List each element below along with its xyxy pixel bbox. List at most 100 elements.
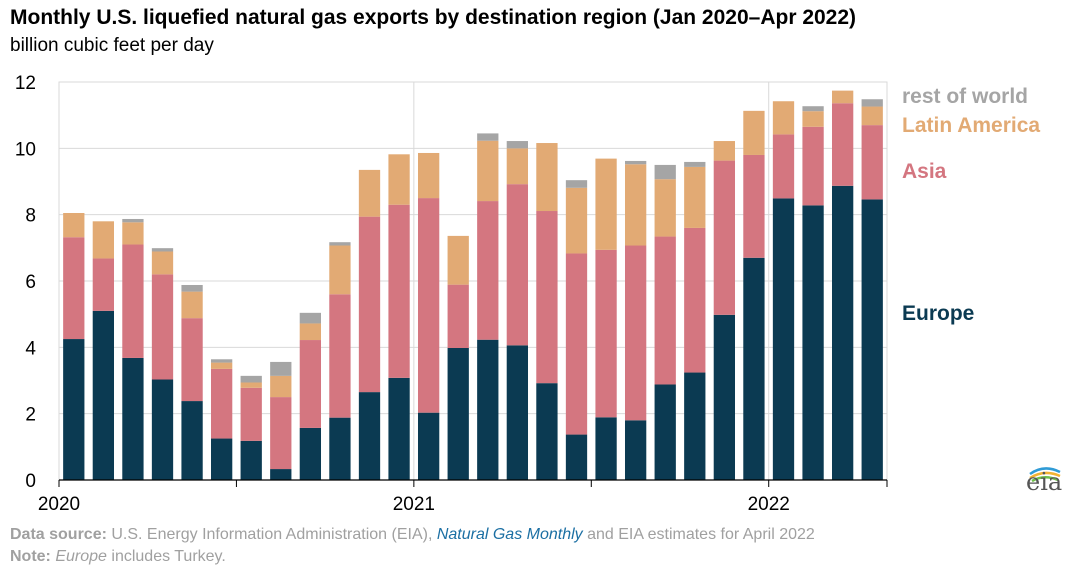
bar-segment-rest-of-world — [684, 161, 706, 167]
bar-segment-europe — [743, 257, 765, 480]
natural-gas-monthly-link[interactable]: Natural Gas Monthly — [436, 526, 583, 543]
bar-segment-asia — [270, 397, 292, 470]
bar-segment-latin-america — [506, 148, 529, 185]
chart-title: Monthly U.S. liquefied natural gas expor… — [10, 6, 857, 29]
bar-segment-rest-of-world — [151, 248, 174, 252]
bar-segment-latin-america — [772, 101, 795, 135]
bar-segment-europe — [270, 469, 292, 480]
bar-segment-europe — [92, 310, 115, 480]
bar-segment-latin-america — [477, 140, 499, 202]
bar-segment-latin-america — [358, 169, 381, 217]
note-line: Note: Europe includes Turkey. — [10, 548, 226, 566]
bar-segment-asia — [92, 258, 115, 311]
bar-segment-latin-america — [299, 323, 322, 341]
y-tick-label: 10 — [15, 139, 36, 160]
bar-segment-europe — [772, 198, 795, 481]
bar-segment-europe — [713, 314, 736, 480]
bar-segment-latin-america — [181, 291, 203, 319]
data-source-line: Data source: U.S. Energy Information Adm… — [10, 526, 815, 544]
bar-segment-latin-america — [861, 106, 883, 126]
bar-segment-asia — [684, 227, 706, 373]
bar-segment-asia — [772, 134, 795, 199]
bar-segment-rest-of-world — [802, 106, 824, 112]
bar-segment-asia — [477, 201, 499, 340]
bar-segment-europe — [63, 339, 85, 480]
bar-segment-latin-america — [654, 179, 676, 237]
bar-segment-europe — [358, 392, 381, 480]
bar-segment-latin-america — [92, 221, 115, 259]
bar-segment-asia — [122, 244, 144, 358]
bar-segment-rest-of-world — [122, 218, 144, 223]
y-tick-label: 4 — [25, 338, 36, 359]
bar-segment-asia — [713, 160, 736, 315]
note-label: Note: — [10, 548, 51, 565]
bar-segment-latin-america — [565, 187, 588, 254]
bar-segment-europe — [447, 347, 469, 480]
bar-segment-asia — [388, 204, 410, 378]
data-source-text-2: and EIA estimates for April 2022 — [582, 526, 815, 543]
bar-segment-latin-america — [122, 222, 144, 245]
y-tick-label: 8 — [25, 206, 36, 227]
bar-segment-rest-of-world — [506, 141, 529, 149]
note-italic: Europe — [55, 548, 107, 565]
bar-segment-europe — [565, 434, 588, 480]
bar-segment-europe — [417, 412, 440, 480]
legend-label-rest-of-world: rest of world — [902, 85, 1028, 108]
bar-segment-europe — [329, 417, 351, 480]
bar-segment-europe — [684, 372, 706, 480]
bar-segment-rest-of-world — [240, 375, 262, 383]
bar-segment-latin-america — [831, 90, 854, 104]
bar-segment-latin-america — [210, 362, 233, 369]
bar-segment-asia — [831, 103, 854, 186]
bar-segment-rest-of-world — [270, 361, 292, 376]
bar-segment-asia — [595, 249, 617, 418]
bar-segment-europe — [654, 384, 676, 480]
bar-segment-asia — [861, 125, 883, 200]
bar-segment-europe — [536, 383, 558, 480]
bar-segment-asia — [329, 294, 351, 418]
bar-segment-asia — [447, 284, 469, 348]
bar-segment-rest-of-world — [654, 164, 676, 180]
bar-segment-latin-america — [270, 375, 292, 398]
plot-frame — [58, 81, 888, 480]
note-text: includes Turkey. — [106, 548, 226, 565]
bar-segment-europe — [595, 417, 617, 480]
bar-segment-asia — [358, 216, 381, 393]
data-source-label: Data source: — [10, 526, 107, 543]
bar-segment-asia — [240, 387, 262, 441]
bar-segment-asia — [743, 154, 765, 258]
bar-segment-latin-america — [417, 152, 440, 199]
y-tick-label: 2 — [25, 405, 36, 426]
bar-segment-asia — [654, 236, 676, 385]
bar-segment-europe — [210, 438, 233, 480]
bar-segment-asia — [63, 237, 85, 340]
bar-segment-latin-america — [329, 245, 351, 295]
y-tick-label: 6 — [25, 272, 36, 293]
bar-segment-latin-america — [240, 382, 262, 388]
bar-segment-rest-of-world — [329, 242, 351, 246]
bar-segment-latin-america — [595, 158, 617, 250]
bar-segment-asia — [506, 184, 529, 346]
bar-segment-europe — [624, 420, 647, 480]
bar-segment-asia — [565, 253, 588, 435]
bar-segment-asia — [417, 198, 440, 413]
bar-segment-latin-america — [713, 141, 736, 161]
bar-segment-asia — [536, 211, 558, 384]
bar-segment-europe — [240, 440, 262, 480]
legend-label-europe: Europe — [902, 302, 974, 325]
bar-segment-asia — [210, 368, 233, 439]
bar-segment-europe — [506, 345, 529, 480]
bar-segment-europe — [861, 199, 883, 480]
x-tick-label: 2021 — [393, 494, 435, 515]
bar-segment-rest-of-world — [565, 180, 588, 188]
bar-segment-latin-america — [536, 143, 558, 212]
bar-segment-asia — [181, 318, 203, 402]
x-tick-label: 2022 — [748, 494, 790, 515]
bar-segment-europe — [802, 205, 824, 480]
bar-segment-europe — [151, 379, 174, 480]
bar-segment-europe — [181, 401, 203, 480]
y-tick-label: 0 — [25, 471, 36, 492]
y-tick-label: 12 — [15, 73, 36, 94]
chart-subtitle: billion cubic feet per day — [10, 35, 214, 56]
